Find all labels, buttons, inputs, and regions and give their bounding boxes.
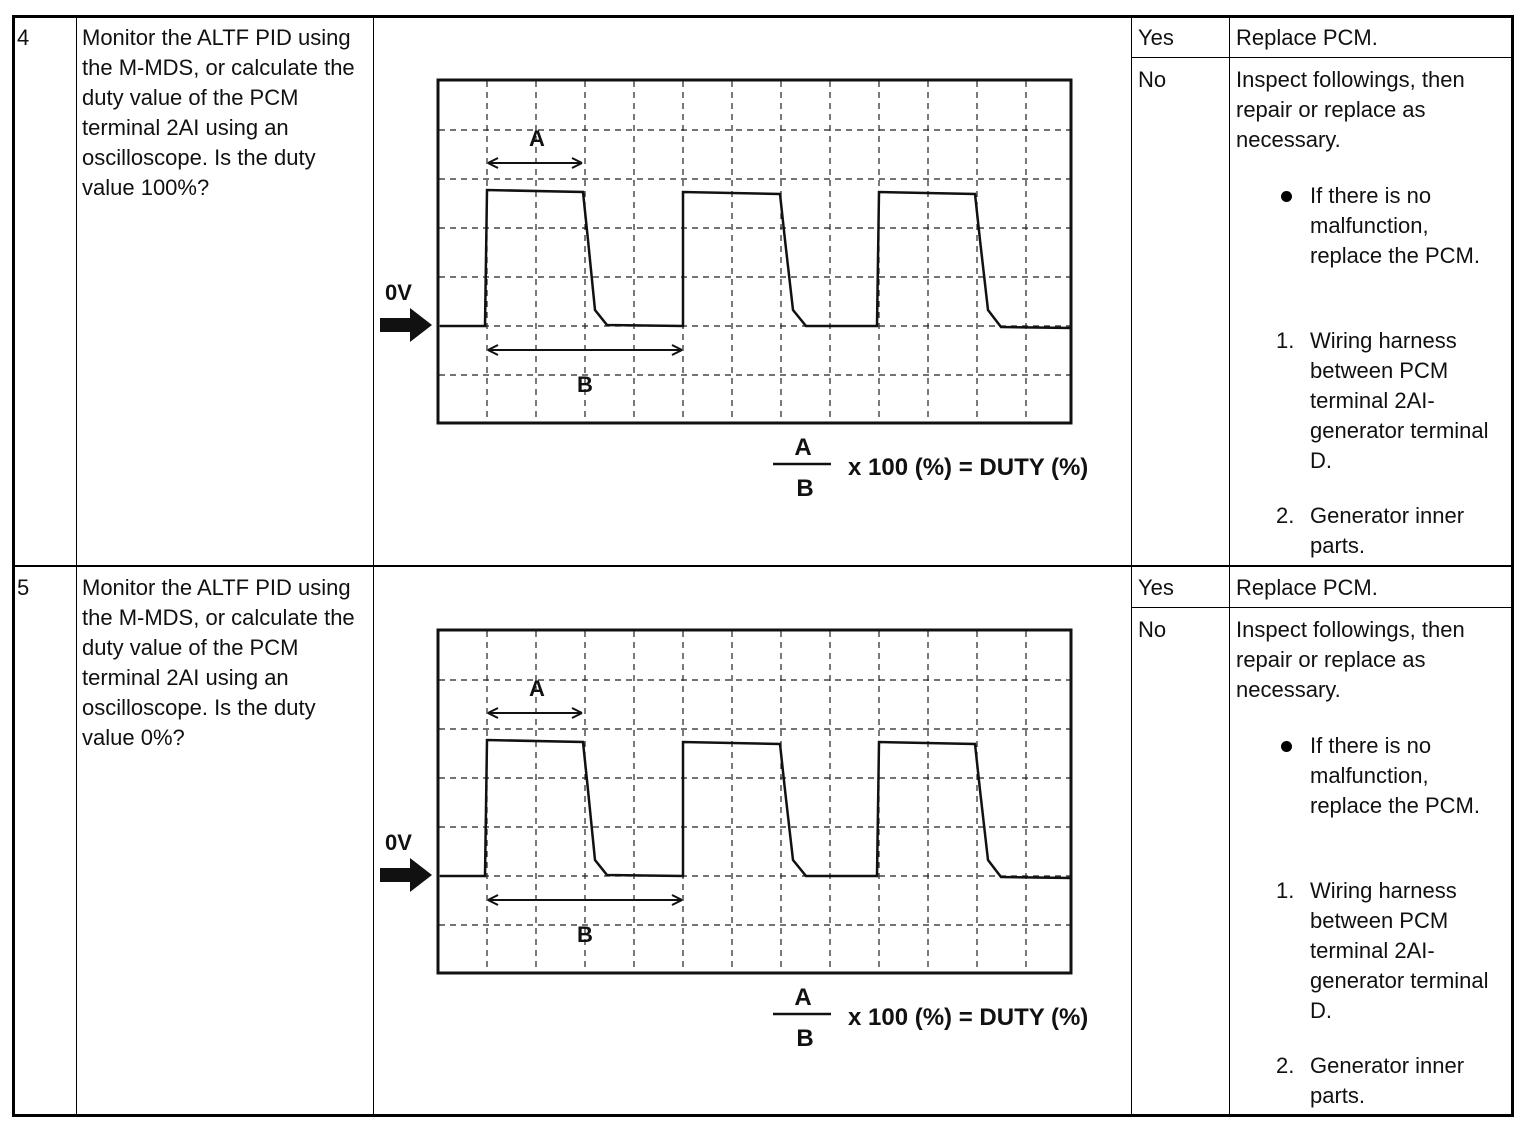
- no-intro: Inspect followings, then repair or repla…: [1236, 617, 1465, 702]
- item-marker: 1.: [1276, 878, 1295, 903]
- item-text: Wiring harness between PCM terminal 2AI-…: [1310, 878, 1489, 1023]
- b-label: B: [577, 922, 593, 947]
- scope-frame: [436, 628, 1073, 975]
- column-divider: [1229, 565, 1230, 1115]
- waveform: [440, 188, 1072, 330]
- item-text: Generator inner parts.: [1310, 1053, 1465, 1108]
- b-arrow: [487, 894, 683, 906]
- formula-text: x 100 (%) = DUTY (%): [848, 1004, 1088, 1031]
- zero-label: 0V: [385, 830, 412, 855]
- a-arrow: [487, 707, 583, 719]
- zero-arrow: [380, 308, 432, 342]
- no-label: No: [1138, 617, 1167, 642]
- formula-denominator: B: [796, 1025, 813, 1052]
- yes-label: Yes: [1138, 25, 1174, 50]
- bullet-text: If there is no malfunction, replace the …: [1310, 183, 1480, 268]
- item-marker: 2.: [1276, 1053, 1295, 1078]
- item-text: Wiring harness between PCM terminal 2AI-…: [1310, 328, 1489, 473]
- no-label: No: [1138, 67, 1167, 92]
- step-action: Monitor the ALTF PID using the M-MDS, or…: [82, 575, 355, 750]
- a-arrow: [487, 157, 583, 169]
- step-action: Monitor the ALTF PID using the M-MDS, or…: [82, 25, 355, 200]
- a-label: A: [529, 126, 545, 151]
- zero-label: 0V: [385, 280, 412, 305]
- row-divider: [12, 565, 1512, 567]
- bullet-dot: [1281, 191, 1292, 202]
- waveform: [440, 738, 1072, 880]
- step-row: 4 Monitor the ALTF PID using the M-MDS, o…: [12, 15, 1512, 565]
- yes-result: Replace PCM.: [1236, 575, 1378, 600]
- item-marker: 2.: [1276, 503, 1295, 528]
- item-marker: 1.: [1276, 328, 1295, 353]
- column-divider: [1131, 565, 1132, 1115]
- yes-no-divider: [1131, 607, 1512, 608]
- step-number: 5: [17, 575, 30, 600]
- bullet-dot: [1281, 741, 1292, 752]
- column-divider: [76, 565, 77, 1115]
- step-row: 5 Monitor the ALTF PID using the M-MDS, o…: [12, 565, 1512, 1115]
- column-divider: [76, 15, 77, 565]
- yes-no-divider: [1131, 57, 1512, 58]
- formula-denominator: B: [796, 475, 813, 502]
- scope-frame: [436, 78, 1073, 425]
- yes-result: Replace PCM.: [1236, 25, 1378, 50]
- formula-numerator: A: [794, 984, 811, 1011]
- item-text: Generator inner parts.: [1310, 503, 1465, 558]
- no-intro: Inspect followings, then repair or repla…: [1236, 67, 1465, 152]
- column-divider: [373, 565, 374, 1115]
- a-label: A: [529, 676, 545, 701]
- b-label: B: [577, 372, 593, 397]
- b-arrow: [487, 344, 683, 356]
- formula-numerator: A: [794, 434, 811, 461]
- step-number: 4: [17, 25, 30, 50]
- column-divider: [1131, 15, 1132, 565]
- formula-text: x 100 (%) = DUTY (%): [848, 454, 1088, 481]
- zero-arrow: [380, 858, 432, 892]
- column-divider: [1229, 15, 1230, 565]
- column-divider: [373, 15, 374, 565]
- yes-label: Yes: [1138, 575, 1174, 600]
- bullet-text: If there is no malfunction, replace the …: [1310, 733, 1480, 818]
